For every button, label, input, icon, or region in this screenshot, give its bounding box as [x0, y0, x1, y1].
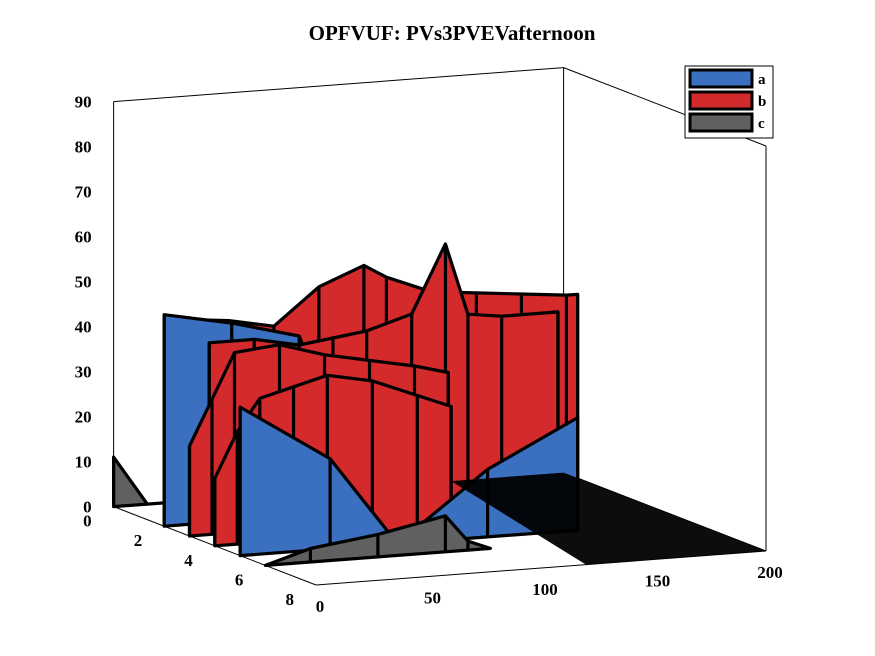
z-tick-label: 60 [75, 228, 92, 247]
ribbon-c-row-6 [263, 514, 492, 568]
y-tick-label: 2 [134, 531, 143, 550]
z-tick-label: 80 [75, 138, 92, 157]
z-tick-label: 90 [75, 93, 92, 112]
legend-swatch-a [688, 68, 754, 89]
legend-swatch-c [688, 112, 754, 133]
y-tick-label: 6 [235, 570, 244, 589]
y-tick-label: 8 [286, 590, 295, 609]
x-tick-label: 200 [757, 563, 783, 582]
x-tick-label: 50 [424, 589, 441, 608]
z-tick-label: 0 [83, 498, 92, 517]
legend-label-a: a [758, 72, 766, 88]
axis-edge-3 [113, 67, 564, 103]
y-tick-label: 0 [83, 512, 92, 531]
x-tick-label: 100 [532, 580, 558, 599]
legend-swatch-b [688, 90, 754, 111]
chart-title: OPFVUF: PVs3PVEVafternoon [309, 21, 596, 45]
legend: abc [684, 65, 774, 139]
z-tick-label: 50 [75, 273, 92, 292]
z-tick-label: 40 [75, 318, 92, 337]
ribbon-series [111, 242, 766, 568]
x-tick-label: 150 [645, 572, 671, 591]
legend-label-c: c [758, 116, 765, 132]
x-tick-label: 0 [316, 597, 325, 616]
floor-shadow [451, 472, 766, 565]
z-tick-label: 10 [75, 453, 92, 472]
y-tick-label: 4 [184, 551, 193, 570]
z-tick-label: 20 [75, 408, 92, 427]
z-tick-label: 70 [75, 183, 92, 202]
z-tick-label: 30 [75, 363, 92, 382]
legend-label-b: b [758, 94, 766, 110]
axis-edge-8 [315, 550, 767, 586]
